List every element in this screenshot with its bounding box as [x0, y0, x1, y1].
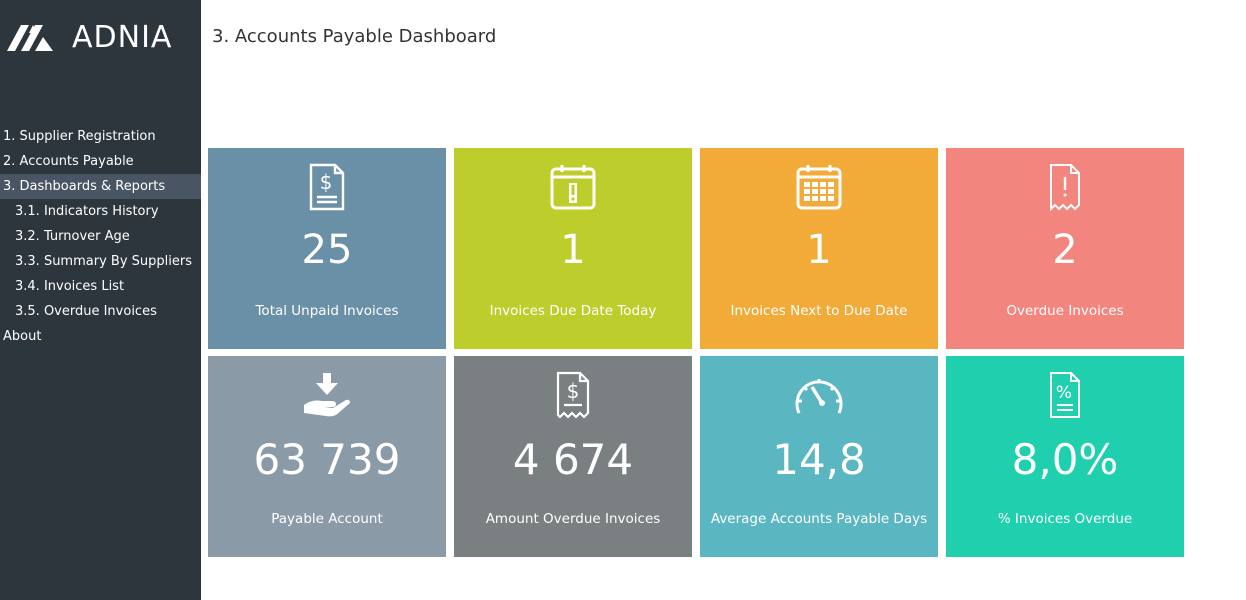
- speedometer-icon: [700, 370, 938, 420]
- svg-text:%: %: [1056, 383, 1072, 403]
- kpi-value: 14,8: [772, 435, 866, 484]
- kpi-label: Invoices Due Date Today: [489, 303, 657, 319]
- nav-item-summary-by-suppliers[interactable]: 3.3. Summary By Suppliers: [15, 254, 192, 269]
- calendar-alert-icon: [454, 162, 692, 212]
- kpi-tile-total-unpaid-invoices[interactable]: $ 25 Total Unpaid Invoices: [208, 148, 446, 349]
- nav-item-about[interactable]: About: [3, 329, 42, 344]
- kpi-value: 4 674: [512, 435, 634, 484]
- sidebar-nav: 1. Supplier Registration 2. Accounts Pay…: [0, 124, 201, 349]
- hand-receive-icon: [208, 370, 446, 420]
- nav-item-supplier-registration[interactable]: 1. Supplier Registration: [3, 129, 156, 144]
- kpi-label: Amount Overdue Invoices: [485, 511, 661, 527]
- page-title: 3. Accounts Payable Dashboard: [212, 26, 497, 47]
- kpi-tile-amount-overdue-invoices[interactable]: $ 4 674 Amount Overdue Invoices: [454, 356, 692, 557]
- calendar-grid-icon: [700, 162, 938, 212]
- kpi-value: 2: [1052, 227, 1078, 273]
- nav-item-dashboards-reports[interactable]: 3. Dashboards & Reports: [0, 174, 201, 199]
- dollar-receipt-icon: $: [454, 370, 692, 420]
- nav-item-invoices-list[interactable]: 3.4. Invoices List: [15, 279, 125, 294]
- kpi-tile-payable-account[interactable]: 63 739 Payable Account: [208, 356, 446, 557]
- sidebar: ADNIA 1. Supplier Registration 2. Accoun…: [0, 0, 201, 600]
- kpi-value: 25: [301, 227, 353, 273]
- brand-name: ADNIA: [72, 20, 173, 55]
- nav-item-indicators-history[interactable]: 3.1. Indicators History: [15, 204, 159, 219]
- kpi-tile-invoices-next-due[interactable]: 1 Invoices Next to Due Date: [700, 148, 938, 349]
- dollar-document-icon: $: [208, 162, 446, 212]
- adnia-logo-icon: [7, 25, 53, 51]
- kpi-label: Payable Account: [271, 511, 383, 527]
- svg-text:$: $: [567, 379, 580, 403]
- kpi-value: 63 739: [253, 435, 401, 484]
- kpi-value: 8,0%: [1011, 435, 1119, 484]
- kpi-tile-average-payable-days[interactable]: 14,8 Average Accounts Payable Days: [700, 356, 938, 557]
- kpi-label: Invoices Next to Due Date: [730, 303, 908, 319]
- kpi-value: 1: [806, 227, 832, 273]
- nav-item-overdue-invoices[interactable]: 3.5. Overdue Invoices: [15, 304, 157, 319]
- kpi-value: 1: [560, 227, 586, 273]
- nav-item-accounts-payable[interactable]: 2. Accounts Payable: [3, 154, 134, 169]
- kpi-label: Average Accounts Payable Days: [710, 511, 928, 527]
- kpi-tile-overdue-invoices[interactable]: 2 Overdue Invoices: [946, 148, 1184, 349]
- kpi-label: % Invoices Overdue: [997, 511, 1133, 527]
- kpi-tile-percent-invoices-overdue[interactable]: % 8,0% % Invoices Overdue: [946, 356, 1184, 557]
- nav-item-turnover-age[interactable]: 3.2. Turnover Age: [15, 229, 130, 244]
- kpi-label: Overdue Invoices: [1006, 303, 1124, 319]
- percent-document-icon: %: [946, 370, 1184, 420]
- brand-logo[interactable]: ADNIA: [7, 20, 192, 56]
- kpi-label: Total Unpaid Invoices: [255, 303, 399, 319]
- kpi-tile-invoices-due-today[interactable]: 1 Invoices Due Date Today: [454, 148, 692, 349]
- svg-text:$: $: [320, 170, 333, 194]
- receipt-alert-icon: [946, 162, 1184, 212]
